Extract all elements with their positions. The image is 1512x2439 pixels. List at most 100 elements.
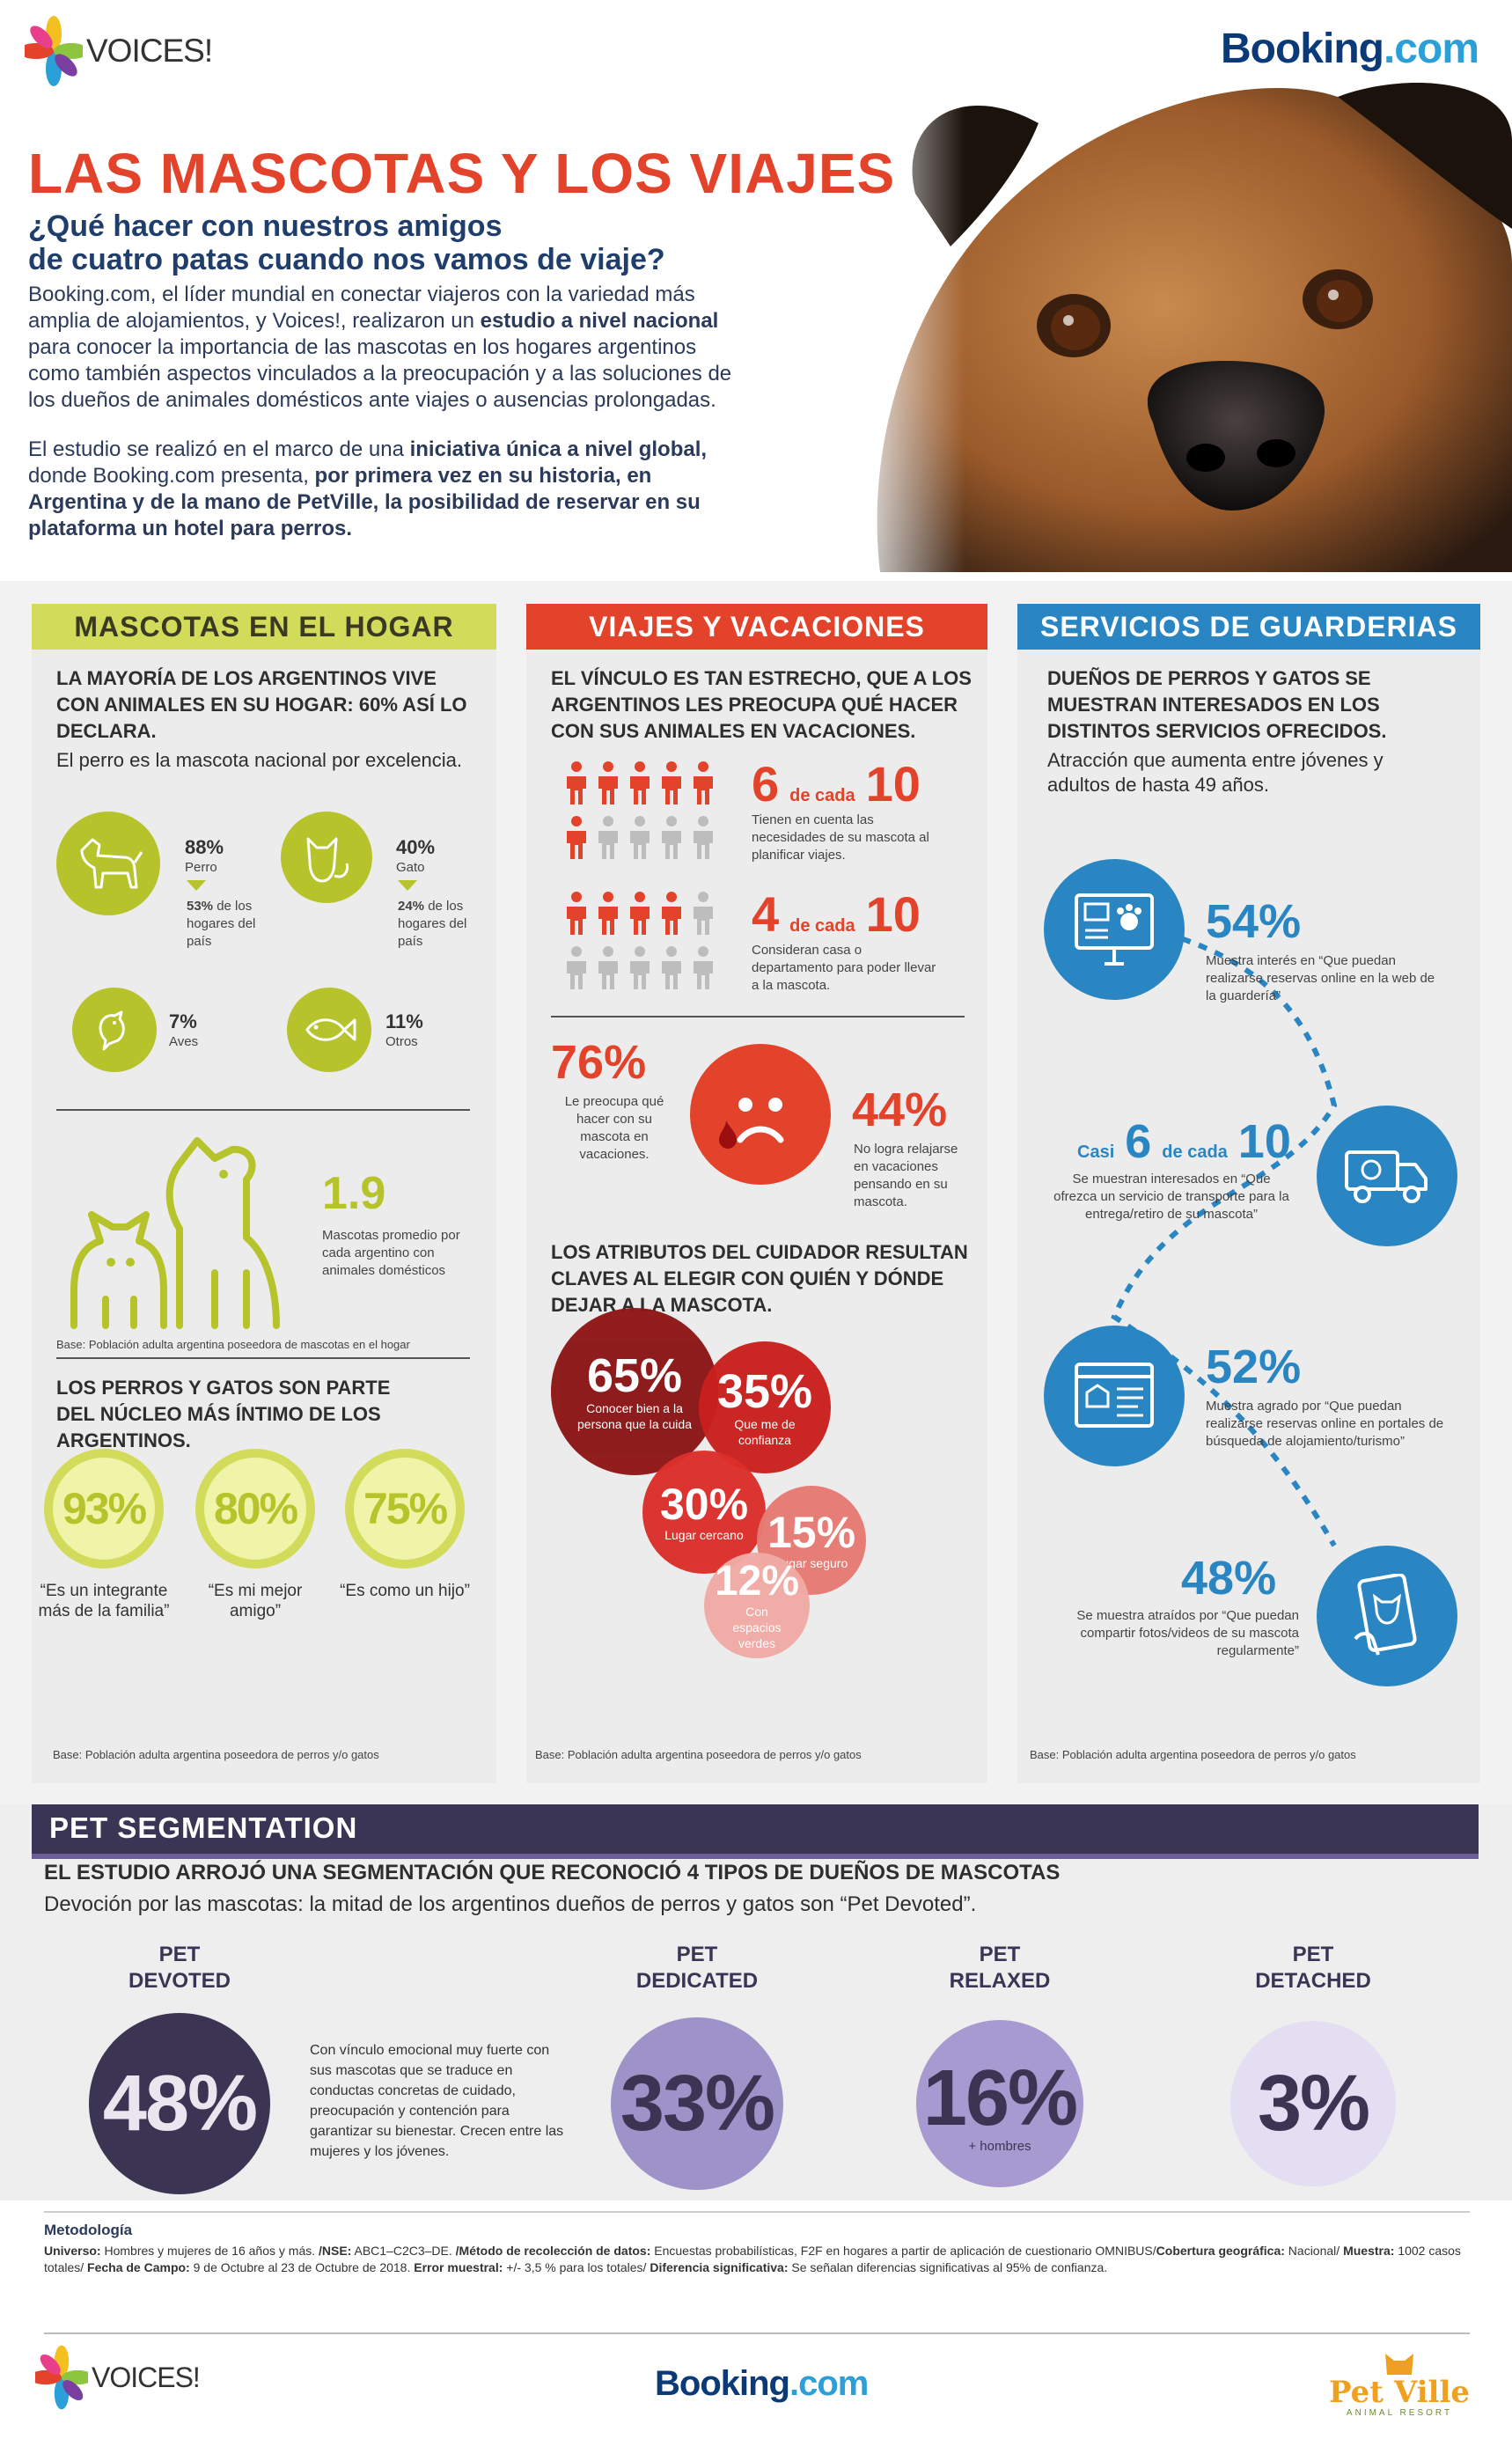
m-fecha: 9 de Octubre al 23 de Octubre de 2018. bbox=[189, 2260, 415, 2274]
col1-header: MASCOTAS EN EL HOGAR bbox=[32, 604, 496, 650]
segment-note: + hombres bbox=[968, 2139, 1031, 2154]
family-ring: 75% bbox=[345, 1449, 465, 1568]
person-filled-icon bbox=[567, 761, 586, 804]
petville-cat-icon bbox=[1385, 2354, 1413, 2375]
stat2-num: 4 bbox=[752, 886, 780, 942]
person-filled-icon bbox=[598, 761, 618, 804]
dog-homes-text: de los hogares del país bbox=[187, 899, 256, 949]
family-ring-pct: 80% bbox=[213, 1484, 298, 1533]
family-ring-label: “Es como un hijo” bbox=[340, 1582, 470, 1600]
caregiver-bubble-label: Con espacios verdes bbox=[732, 1605, 782, 1650]
devoted-description: Con vínculo emocional muy fuerte con sus… bbox=[310, 2043, 564, 2159]
petville-logo-text: Pet Ville bbox=[1329, 2375, 1470, 2410]
caregiver-bubble-pct: 12% bbox=[714, 1558, 800, 1605]
col2-lead: EL VÍNCULO ES TAN ESTRECHO, QUE A LOS AR… bbox=[551, 667, 972, 742]
methodology-title: Metodología bbox=[44, 2222, 133, 2238]
person-empty-icon bbox=[598, 816, 618, 859]
segmentation-header: PET SEGMENTATION bbox=[49, 1811, 358, 1844]
person-filled-icon bbox=[662, 892, 681, 935]
intro2-bold-end: por primera vez en su historia, en Argen… bbox=[28, 464, 701, 540]
segment-circle: 3% bbox=[1230, 2021, 1396, 2186]
segment-circle: 33% bbox=[611, 2017, 783, 2190]
col1-base-2: Base: Población adulta argentina poseedo… bbox=[53, 1748, 379, 1761]
col-mascotas-en-el-hogar: MASCOTAS EN EL HOGAR LA MAYORÍA DE LOS A… bbox=[32, 604, 496, 1783]
worry-text: Le preocupa qué hacer con su mascota en … bbox=[564, 1094, 664, 1162]
m-muestra: 1002 casos totales/ bbox=[44, 2244, 1461, 2274]
booking-logo-main: Booking bbox=[1220, 26, 1384, 72]
col-viajes-y-vacaciones: VIAJES Y VACACIONES EL VÍNCULO ES TAN ES… bbox=[526, 604, 987, 1783]
stat2-mid: de cada bbox=[789, 916, 855, 936]
m-cobertura: Nacional/ bbox=[1284, 2244, 1344, 2258]
caregiver-bubble: 65% Conocer bien a la persona que la cuid… bbox=[551, 1308, 718, 1475]
segment-label-2: DEDICATED bbox=[635, 1969, 759, 1993]
col1-divider-1 bbox=[56, 1109, 470, 1111]
m-error: +/- 3,5 % para los totales/ bbox=[503, 2260, 650, 2274]
cat-pct: 40% bbox=[396, 836, 436, 858]
col3-sub: Atracción que aumenta entre jóvenes y ad… bbox=[1047, 749, 1384, 796]
m-fecha-label: Fecha de Campo: bbox=[87, 2260, 190, 2274]
family-ring: 93% bbox=[44, 1449, 164, 1568]
segment-label-1: PET bbox=[979, 1943, 1021, 1966]
m-nse: ABC1–C2C3–DE. bbox=[351, 2244, 456, 2258]
dog-icon bbox=[56, 812, 160, 915]
sad-face-icon bbox=[690, 1044, 831, 1185]
person-empty-icon bbox=[694, 892, 713, 935]
fish-label: Otros bbox=[385, 1034, 418, 1049]
intro-paragraph-1: Booking.com, el líder mundial en conecta… bbox=[28, 282, 741, 414]
bird-icon bbox=[72, 988, 157, 1072]
s2-mid: de cada bbox=[1162, 1142, 1228, 1162]
m-muestra-label: Muestra: bbox=[1343, 2244, 1395, 2258]
col-servicios-de-guarderias: SERVICIOS DE GUARDERIAS DUEÑOS DE PERROS… bbox=[1017, 604, 1480, 1783]
person-empty-icon bbox=[630, 946, 650, 989]
segment-pct: 16% bbox=[922, 2054, 1078, 2142]
segmentation-lead: EL ESTUDIO ARROJÓ UNA SEGMENTACIÓN QUE R… bbox=[44, 1861, 1061, 1884]
segment-label: PET DEVOTED bbox=[83, 1942, 276, 1995]
footer-divider bbox=[44, 2332, 1470, 2334]
voices-logo: VOICES! bbox=[25, 16, 213, 86]
person-filled-icon bbox=[630, 892, 650, 935]
caregiver-bubble-pct: 15% bbox=[767, 1508, 856, 1557]
people-grid-4-of-10 bbox=[563, 891, 722, 996]
col1-lead-2: LOS PERROS Y GATOS SON PARTE DEL NÚCLEO … bbox=[56, 1377, 391, 1451]
methodology-text: Universo: Hombres y mujeres de 16 años y… bbox=[44, 2243, 1461, 2276]
m-metodo-label: /Método de recolección de datos: bbox=[455, 2244, 651, 2258]
col1-lead: LA MAYORÍA DE LOS ARGENTINOS VIVE CON AN… bbox=[56, 667, 467, 742]
relax-text: No logra relajarse en vacaciones pensand… bbox=[854, 1142, 958, 1209]
stat1-mid: de cada bbox=[789, 786, 855, 805]
dog-and-cat-outline-icon bbox=[70, 1137, 280, 1329]
intro2-text-mid: donde Booking.com presenta, bbox=[28, 464, 315, 488]
dog-photo bbox=[845, 70, 1512, 572]
booking-logo-dot: .com bbox=[1383, 26, 1479, 72]
cat-icon bbox=[281, 812, 372, 903]
page-title: LAS MASCOTAS Y LOS VIAJES bbox=[28, 142, 896, 205]
avg-value: 1.9 bbox=[322, 1168, 386, 1219]
m-cobertura-label: Cobertura geográfica: bbox=[1156, 2244, 1285, 2258]
s1-text: Muestra interés en “Que puedan realizars… bbox=[1206, 953, 1435, 1003]
segment-pct: 33% bbox=[620, 2059, 775, 2148]
intro-paragraph-2: El estudio se realizó en el marco de una… bbox=[28, 437, 741, 542]
m-metodo: Encuestas probabilísticas, F2F en hogare… bbox=[650, 2244, 1156, 2258]
cat-homes-text: de los hogares del país bbox=[398, 899, 467, 949]
segment-circle: 16% + hombres bbox=[916, 2020, 1083, 2187]
footer-booking-main: Booking bbox=[655, 2364, 790, 2403]
intro1-text-end: para conocer la importancia de las masco… bbox=[28, 335, 732, 412]
col2-base: Base: Población adulta argentina poseedo… bbox=[535, 1748, 862, 1761]
caregiver-bubble-label: Conocer bien a la persona que la cuida bbox=[577, 1401, 692, 1431]
m-universo: Hombres y mujeres de 16 años y más. bbox=[100, 2244, 319, 2258]
dog-label: Perro bbox=[185, 860, 217, 875]
family-ring-pct: 93% bbox=[62, 1484, 147, 1533]
segmentation-header-line bbox=[32, 1854, 1479, 1859]
segment-pct: 3% bbox=[1257, 2059, 1370, 2148]
caregiver-bubble-pct: 65% bbox=[586, 1349, 683, 1402]
segment-label-2: DEVOTED bbox=[128, 1969, 231, 1993]
footer-booking-dot: .com bbox=[789, 2364, 869, 2403]
col2-divider-1 bbox=[551, 1016, 965, 1017]
person-empty-icon bbox=[567, 946, 586, 989]
cat-homes-pct: 24% bbox=[398, 899, 425, 914]
m-nse-label: /NSE: bbox=[319, 2244, 352, 2258]
segment-label-2: DETACHED bbox=[1255, 1969, 1371, 1993]
family-ring-label: “Es un integrante más de la familia” bbox=[38, 1582, 170, 1620]
person-empty-icon bbox=[694, 816, 713, 859]
col3-base: Base: Población adulta argentina poseedo… bbox=[1030, 1748, 1356, 1761]
phone-photo-icon bbox=[1317, 1546, 1457, 1686]
